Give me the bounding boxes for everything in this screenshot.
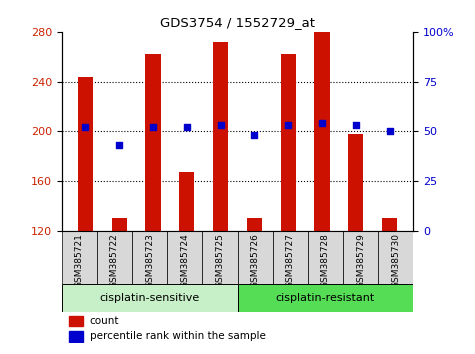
Point <box>115 142 123 148</box>
Bar <box>382 218 397 231</box>
Bar <box>247 218 262 231</box>
Bar <box>179 172 194 231</box>
Title: GDS3754 / 1552729_at: GDS3754 / 1552729_at <box>160 16 315 29</box>
Bar <box>202 231 238 284</box>
Text: GSM385728: GSM385728 <box>321 233 330 288</box>
Bar <box>348 134 363 231</box>
Point <box>318 120 326 126</box>
Bar <box>343 231 378 284</box>
Bar <box>238 284 413 313</box>
Bar <box>62 284 238 313</box>
Bar <box>69 331 83 342</box>
Bar <box>308 231 343 284</box>
Text: GSM385730: GSM385730 <box>391 233 400 289</box>
Text: GSM385724: GSM385724 <box>180 233 189 288</box>
Bar <box>314 32 330 231</box>
Point <box>183 125 190 130</box>
Text: cisplatin-sensitive: cisplatin-sensitive <box>99 293 200 303</box>
Bar <box>213 42 228 231</box>
Bar <box>273 231 308 284</box>
Bar <box>69 315 83 326</box>
Bar <box>167 231 202 284</box>
Point <box>251 132 258 138</box>
Bar <box>112 218 127 231</box>
Point <box>82 125 89 130</box>
Bar <box>145 54 161 231</box>
Bar <box>281 54 296 231</box>
Bar <box>97 231 132 284</box>
Bar <box>132 231 167 284</box>
Text: GSM385726: GSM385726 <box>251 233 259 288</box>
Text: GSM385725: GSM385725 <box>216 233 224 288</box>
Point <box>352 122 360 128</box>
Text: percentile rank within the sample: percentile rank within the sample <box>90 331 266 341</box>
Bar <box>62 231 97 284</box>
Point <box>217 122 224 128</box>
Point <box>149 125 157 130</box>
Point <box>386 129 393 134</box>
Text: GSM385729: GSM385729 <box>356 233 365 288</box>
Text: count: count <box>90 316 119 326</box>
Bar <box>238 231 273 284</box>
Bar <box>78 76 93 231</box>
Bar <box>378 231 413 284</box>
Point <box>285 122 292 128</box>
Text: cisplatin-resistant: cisplatin-resistant <box>276 293 375 303</box>
Text: GSM385727: GSM385727 <box>286 233 294 288</box>
Text: GSM385722: GSM385722 <box>110 233 119 288</box>
Text: GSM385723: GSM385723 <box>145 233 154 288</box>
Text: GSM385721: GSM385721 <box>75 233 84 288</box>
